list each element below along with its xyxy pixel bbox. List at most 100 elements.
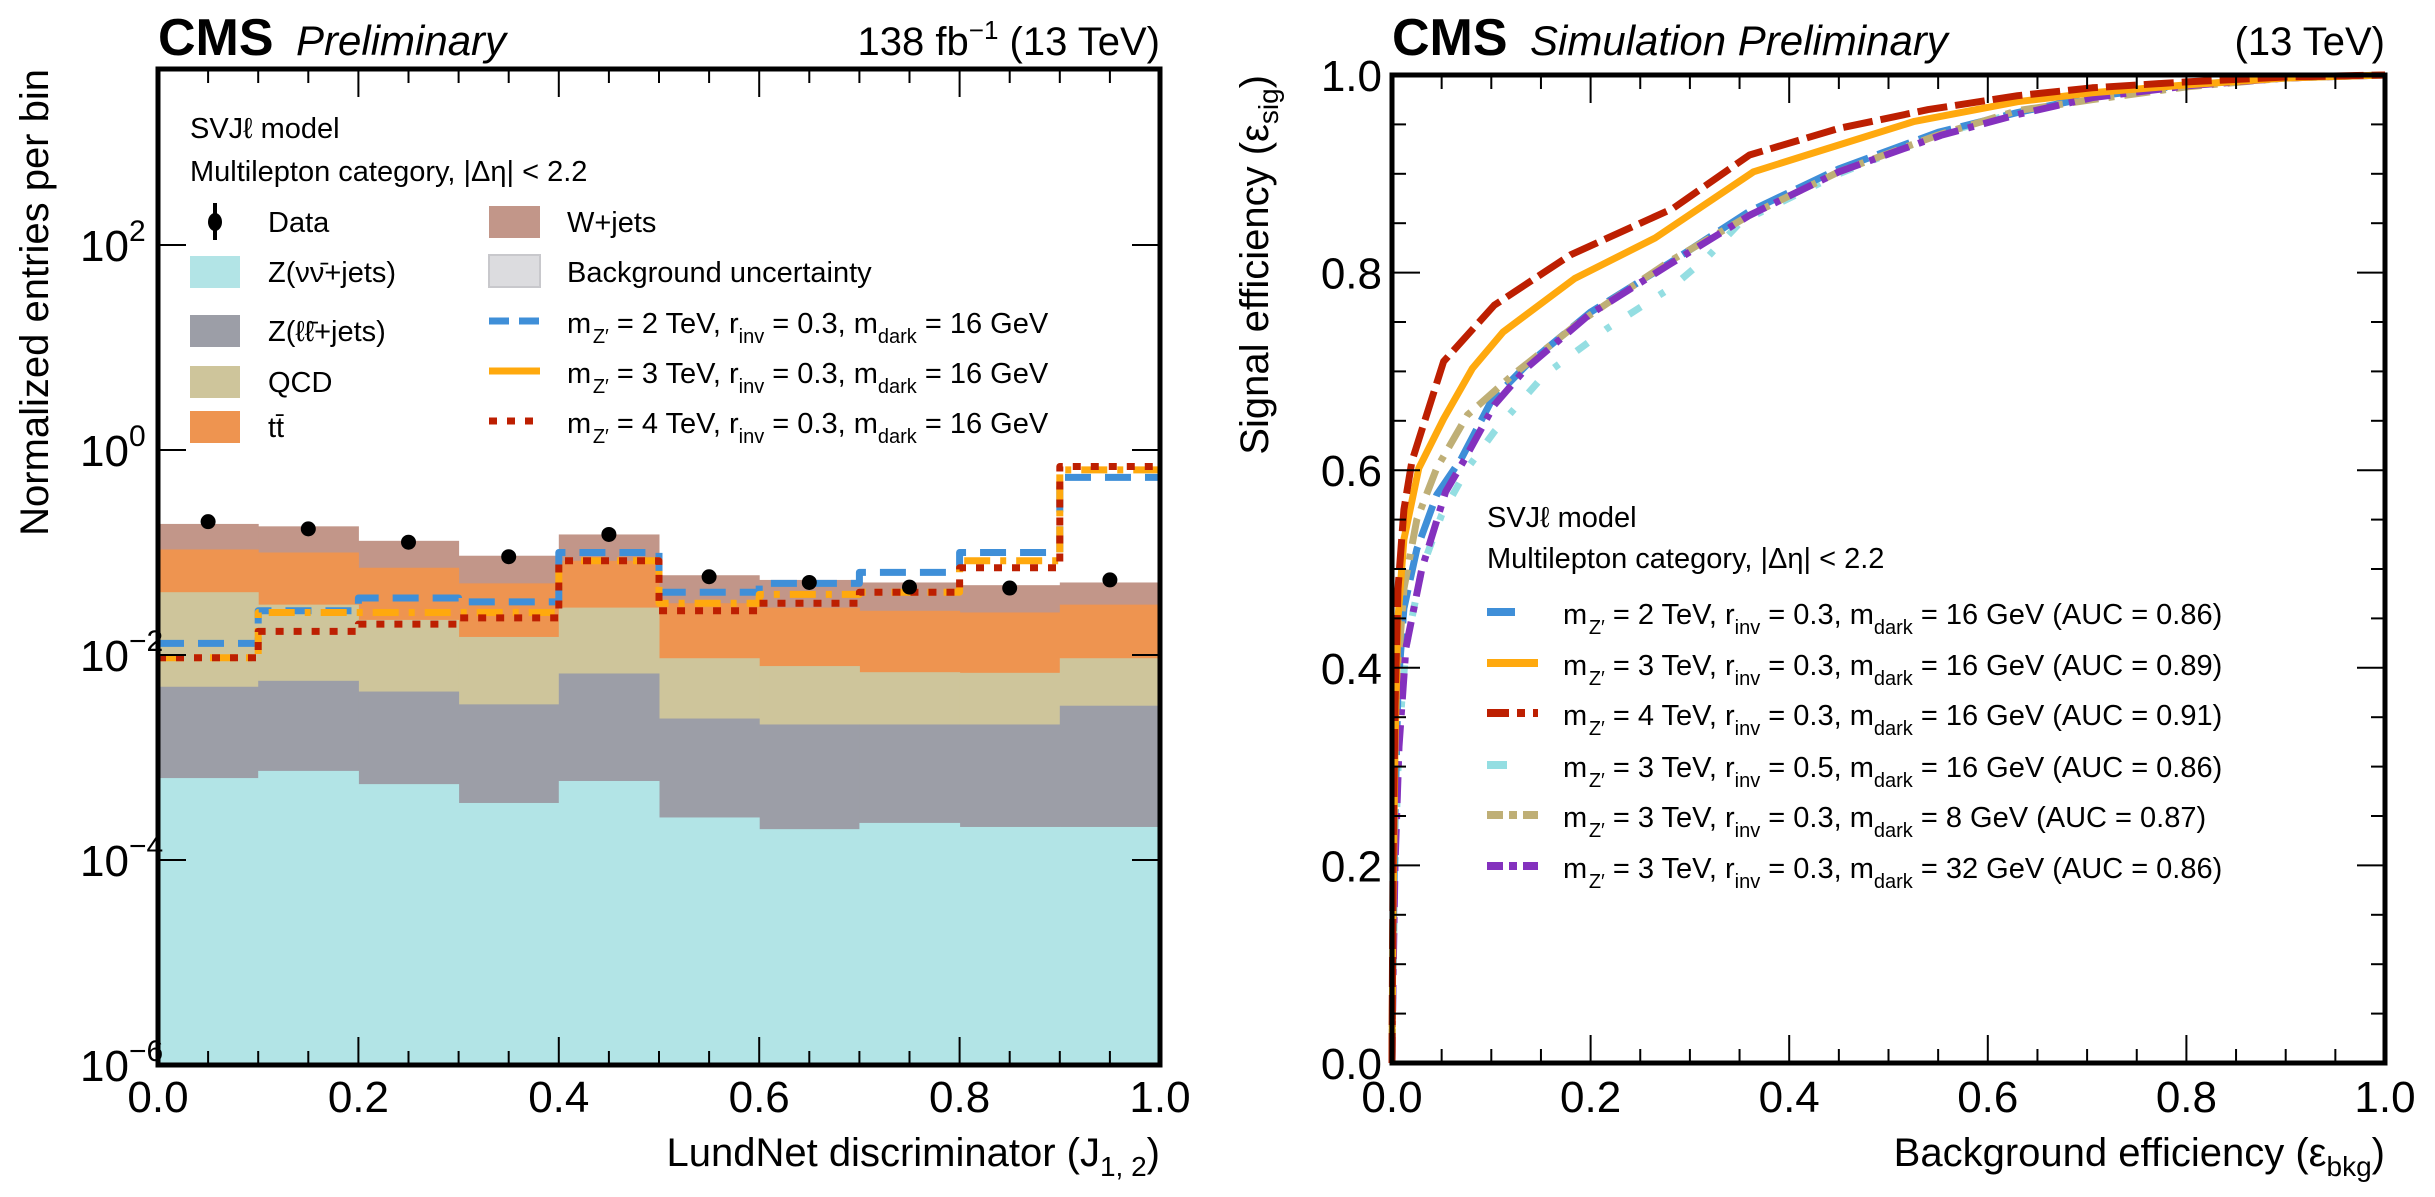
legend-text-part: = 16 GeV [917, 408, 1049, 440]
y-tick-exponent: −2 [129, 625, 163, 658]
data-marker-icon [208, 213, 222, 231]
legend-signals: m Z′ = 2 TeV, rinv = 0.3, mdark = 16 GeV… [489, 308, 1049, 448]
y-tick-exponent: −6 [129, 1035, 163, 1068]
legend-label-signal-3tev: m Z′ = 3 TeV, rinv = 0.3, mdark = 16 GeV [567, 358, 1049, 398]
legend-text-part: = 16 GeV [1913, 700, 2045, 732]
legend-text-part: (AUC = 0.86) [2044, 853, 2222, 885]
znunu-swatch-icon [190, 256, 240, 288]
signal-line-3tev [158, 466, 1160, 662]
legend-text-part: = 0.3 [764, 408, 837, 440]
legend-text-part: 3 [1638, 802, 1654, 834]
legend-text-part: TeV, r [1654, 802, 1735, 834]
legend-text-part: = [1605, 599, 1638, 631]
legend-text-part: = 0.3 [1760, 700, 1833, 732]
stack-bar [1059, 826, 1161, 1065]
legend-text-part: = [1605, 752, 1638, 784]
legend-text-part: = 32 GeV [1913, 853, 2045, 885]
legend-text-part: , m [838, 408, 878, 440]
legend-text-part: 2 [642, 308, 658, 340]
legend-text-part: 4 [642, 408, 658, 440]
legend-text-part: Z′ [1587, 820, 1605, 842]
legend-text-part: m [1563, 853, 1587, 885]
y-tick-exponent: 0 [129, 420, 146, 453]
legend-text-part: dark [1874, 617, 1914, 639]
stack-bar [458, 802, 560, 1065]
legend-text-part: inv [739, 326, 765, 348]
legend-text-part: TeV, r [1654, 650, 1735, 682]
legend-text-part: inv [1735, 617, 1761, 639]
lumi-exponent: −1 [969, 15, 999, 45]
data-point [801, 574, 817, 590]
y-tick-label: 0.4 [1321, 645, 1382, 694]
model-annotation-right: SVJℓ model [1487, 502, 1637, 534]
legend-text-part: Z′ [1587, 871, 1605, 893]
ttbar-swatch-icon [190, 411, 240, 443]
legend-text-part: = 0.5 [1760, 752, 1833, 784]
legend-item-data: Data [208, 203, 330, 240]
y-tick-base: 10 [80, 222, 129, 271]
y-tick-label: 100 [80, 420, 146, 476]
x-tick-label: 0.4 [1759, 1073, 1820, 1122]
legend-text-part: (AUC = 0.87) [2028, 802, 2206, 834]
legend-text-part: dark [878, 426, 918, 448]
data-point [601, 526, 617, 542]
legend-text-part: = [609, 408, 642, 440]
model-annotation: SVJℓ model [190, 113, 340, 145]
legend-label-znunu: Z(νν̄+jets) [268, 257, 396, 289]
legend-label-data: Data [268, 207, 330, 239]
x-axis-label-right: Background efficiency (εbkg) [1894, 1131, 2385, 1182]
legend-label-roc-2: m Z′ = 4 TeV, rinv = 0.3, mdark = 16 GeV… [1563, 700, 2222, 740]
x-tick-label: 0.0 [127, 1073, 188, 1122]
category-annotation: Multilepton category, |Δη| < 2.2 [190, 156, 587, 188]
data-point [1102, 572, 1118, 588]
legend-text-part: TeV, r [658, 408, 739, 440]
y-axis-label-end: ) [1233, 75, 1277, 88]
legend-item-znunu: Z(νν̄+jets) [190, 256, 396, 289]
data-point [1002, 580, 1018, 596]
legend-text-part: , m [1834, 752, 1874, 784]
legend-text-part: (AUC = 0.86) [2044, 599, 2222, 631]
legend-text-part: = 0.3 [1760, 802, 1833, 834]
stack-bar [959, 826, 1061, 1065]
legend-text-part: = 16 GeV [1913, 599, 2045, 631]
legend-text-part: dark [878, 326, 918, 348]
y-tick-label: 102 [80, 215, 146, 271]
legend-text-part: (AUC = 0.89) [2044, 650, 2222, 682]
legend-text-part: m [567, 308, 591, 340]
x-axis-label: LundNet discriminator (J1, 2) [666, 1131, 1160, 1182]
legend-label-roc-3: m Z′ = 3 TeV, rinv = 0.5, mdark = 16 GeV… [1563, 752, 2222, 792]
y-tick-label: 0.2 [1321, 842, 1382, 891]
x-tick-label: 0.2 [328, 1073, 389, 1122]
legend-text-part: Z′ [591, 426, 609, 448]
energy-value: (13 TeV) [1010, 20, 1160, 64]
legend-text-part: inv [1735, 668, 1761, 690]
y-tick-exponent: −4 [129, 830, 163, 863]
stack-bar [158, 778, 259, 1065]
legend-histogram: Data Z(νν̄+jets) Z(ℓℓ̄+jets) QCD tt̄ W [190, 203, 1049, 448]
data-point [300, 521, 316, 537]
energy-label-right: (13 TeV) [2235, 20, 2385, 64]
legend-label-roc-4: m Z′ = 3 TeV, rinv = 0.3, mdark = 8 GeV … [1563, 802, 2206, 842]
legend-label-ttbar: tt̄ [268, 412, 284, 444]
legend-text-part: = 0.3 [1760, 853, 1833, 885]
y-tick-label: 10−4 [80, 830, 163, 886]
data-point [902, 579, 917, 595]
x-axis-label-end: ) [2372, 1131, 2385, 1175]
legend-text-part: TeV, r [1654, 752, 1735, 784]
qcd-swatch-icon [190, 366, 240, 398]
stack-layer-0 [158, 770, 1161, 1065]
legend-label-zll: Z(ℓℓ̄+jets) [268, 316, 386, 348]
legend-text-part: , m [1834, 700, 1874, 732]
legend-label-qcd: QCD [268, 367, 332, 399]
legend-text-part: Z′ [591, 376, 609, 398]
cms-label: CMS [158, 9, 274, 67]
y-tick-label: 1.0 [1321, 52, 1382, 101]
y-tick-label: 0.8 [1321, 250, 1382, 299]
roc-curve-5 [1388, 71, 2386, 1064]
legend-text-part: Z′ [1587, 770, 1605, 792]
legend-text-part: inv [739, 426, 765, 448]
zll-swatch-icon [190, 315, 240, 347]
wjets-swatch-icon [489, 206, 540, 238]
